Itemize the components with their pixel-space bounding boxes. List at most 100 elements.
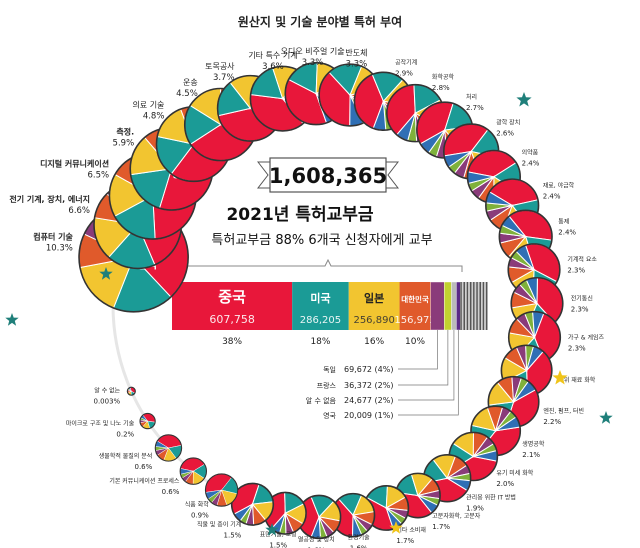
- field-pct: 3.3%: [302, 58, 324, 68]
- field-label: 전기통신: [571, 294, 593, 302]
- bar-tail-stripe: [477, 282, 480, 330]
- callout-value: 69,672 (4%): [344, 365, 393, 374]
- field-pct: 1.7%: [432, 523, 450, 531]
- callout-country: 독일: [323, 365, 336, 374]
- callout-value: 36,372 (2%): [344, 381, 393, 390]
- star-icon: [5, 313, 19, 326]
- field-label: 의약품: [522, 148, 539, 156]
- field-bubble: 마이크로 구조 및 나노 기술 0.2%: [66, 412, 156, 439]
- bar-tail-stripe: [469, 282, 472, 330]
- field-label: 표면기술, 코팅: [260, 531, 297, 539]
- star-icon: [599, 411, 613, 424]
- field-pct: 3.6%: [262, 62, 284, 72]
- field-label: 오디오 비주얼 기술: [281, 46, 345, 56]
- field-pct: 3.7%: [213, 73, 235, 83]
- field-label: 기본 커뮤니케이션 프로세스: [109, 477, 180, 485]
- bar-share-0: 38%: [222, 337, 242, 347]
- callout-country: 프랑스: [317, 382, 337, 390]
- field-bubble: 생물학적 물질의 분석 0.6%: [99, 434, 183, 471]
- field-pct: 0.2%: [116, 431, 134, 439]
- field-pct: 2.2%: [543, 418, 561, 426]
- field-pct: 1.5%: [269, 542, 287, 548]
- bar-share-1: 18%: [310, 337, 330, 347]
- field-label: 반도체: [345, 47, 367, 57]
- field-bubble: 직물 및 종이 기계 1.5%: [197, 482, 275, 539]
- bar-tail-stripe: [481, 282, 483, 330]
- bar-value-3: 156,972: [394, 315, 435, 326]
- field-label: 직물 및 종이 기계: [197, 520, 241, 528]
- bar-brace: [177, 258, 463, 272]
- field-bubble: 식품 화학 0.9%: [185, 473, 239, 519]
- small-country-callouts: 독일 69,672 (4%) 프랑스 36,372 (2%) 알 수 없음 24,677 …: [306, 330, 459, 420]
- bubble-outline: [204, 473, 239, 507]
- field-label: 전기 기계, 장치, 에너지: [9, 194, 90, 204]
- star-icon: [265, 523, 279, 536]
- bar-share-2: 16%: [364, 337, 384, 347]
- bar-tail-stripe: [476, 282, 478, 330]
- callout-line: [398, 330, 459, 416]
- star-icon: [552, 370, 568, 385]
- field-pct: 3.3%: [346, 59, 368, 69]
- field-label: 의료 기술: [132, 100, 164, 110]
- bubble-outline: [126, 386, 136, 396]
- star-icon: [516, 92, 532, 107]
- bar-tail-stripe: [463, 282, 466, 330]
- callout-line: [398, 330, 449, 386]
- field-label: 토목공사: [205, 62, 235, 71]
- bar-tail-stripe: [468, 282, 470, 330]
- field-pct: 2.4%: [543, 192, 561, 200]
- field-pct: 2.3%: [568, 344, 586, 352]
- bar-tail-stripe: [482, 282, 485, 330]
- field-pct: 5.9%: [113, 138, 135, 148]
- field-pct: 2.4%: [558, 228, 576, 236]
- callout-value: 24,677 (2%): [344, 396, 393, 405]
- field-pct: 2.7%: [466, 104, 484, 112]
- field-label: 컴퓨터 기술: [33, 232, 73, 242]
- field-label: 생물학적 물질의 분석: [99, 452, 153, 460]
- field-label: 디지털 커뮤니케이션: [40, 158, 109, 168]
- field-label: 환경기술: [348, 533, 371, 541]
- field-pct: 0.9%: [191, 511, 209, 519]
- field-pct: 10.3%: [46, 244, 73, 254]
- bar-tail-stripe: [484, 282, 486, 330]
- field-pct: 2.6%: [496, 129, 514, 137]
- bar-tail-stripe: [485, 282, 488, 330]
- field-pct: 0.6%: [162, 488, 180, 496]
- field-label: 기타 소비재: [396, 526, 426, 534]
- field-pct: 1.5%: [224, 531, 242, 539]
- field-label: 가위 재료 화학: [558, 376, 595, 384]
- bar-value-0: 607,758: [209, 313, 255, 326]
- bar-small-segment-1: [444, 281, 452, 331]
- bar-small-segment-3: [456, 281, 461, 331]
- bubble-outline: [179, 457, 208, 485]
- callout-line: [398, 330, 438, 370]
- total-value: 1,608,365: [269, 164, 387, 188]
- bar-tail-stripe: [466, 282, 469, 330]
- field-label: 광학 장치: [496, 118, 520, 126]
- total-banner: 1,608,365: [256, 157, 400, 193]
- bubble-outline: [230, 482, 275, 526]
- headline: 2021년 특허교부금: [226, 205, 373, 225]
- bar-tail-stripe: [473, 282, 475, 330]
- bar-label-1: 미국: [310, 291, 330, 305]
- field-pct: 1.6%: [307, 546, 325, 548]
- bar-small-segment-2: [451, 281, 457, 331]
- field-label: 기계적 요소: [567, 255, 597, 263]
- field-label: 열공정 및 장치: [298, 535, 335, 543]
- field-bubble: 알 수 없는 0.003%: [93, 386, 136, 405]
- field-pct: 1.7%: [396, 537, 414, 545]
- field-pct: 2.8%: [432, 84, 450, 92]
- field-label: 고분자화학, 고분자: [432, 512, 480, 520]
- page-title: 원산지 및 기술 분야별 특허 부여: [238, 14, 402, 29]
- bar-segment-3: [399, 282, 431, 330]
- field-pct: 0.6%: [134, 463, 152, 471]
- field-label: 식품 화학: [185, 500, 209, 508]
- field-label: 가구 & 게임즈: [568, 333, 605, 341]
- field-pct: 4.5%: [176, 89, 198, 99]
- field-pct: 1.6%: [350, 544, 368, 548]
- field-label: 마이크로 구조 및 나노 기술: [66, 420, 135, 428]
- bubble-outline: [154, 434, 183, 462]
- bar-share-3: 10%: [405, 337, 425, 347]
